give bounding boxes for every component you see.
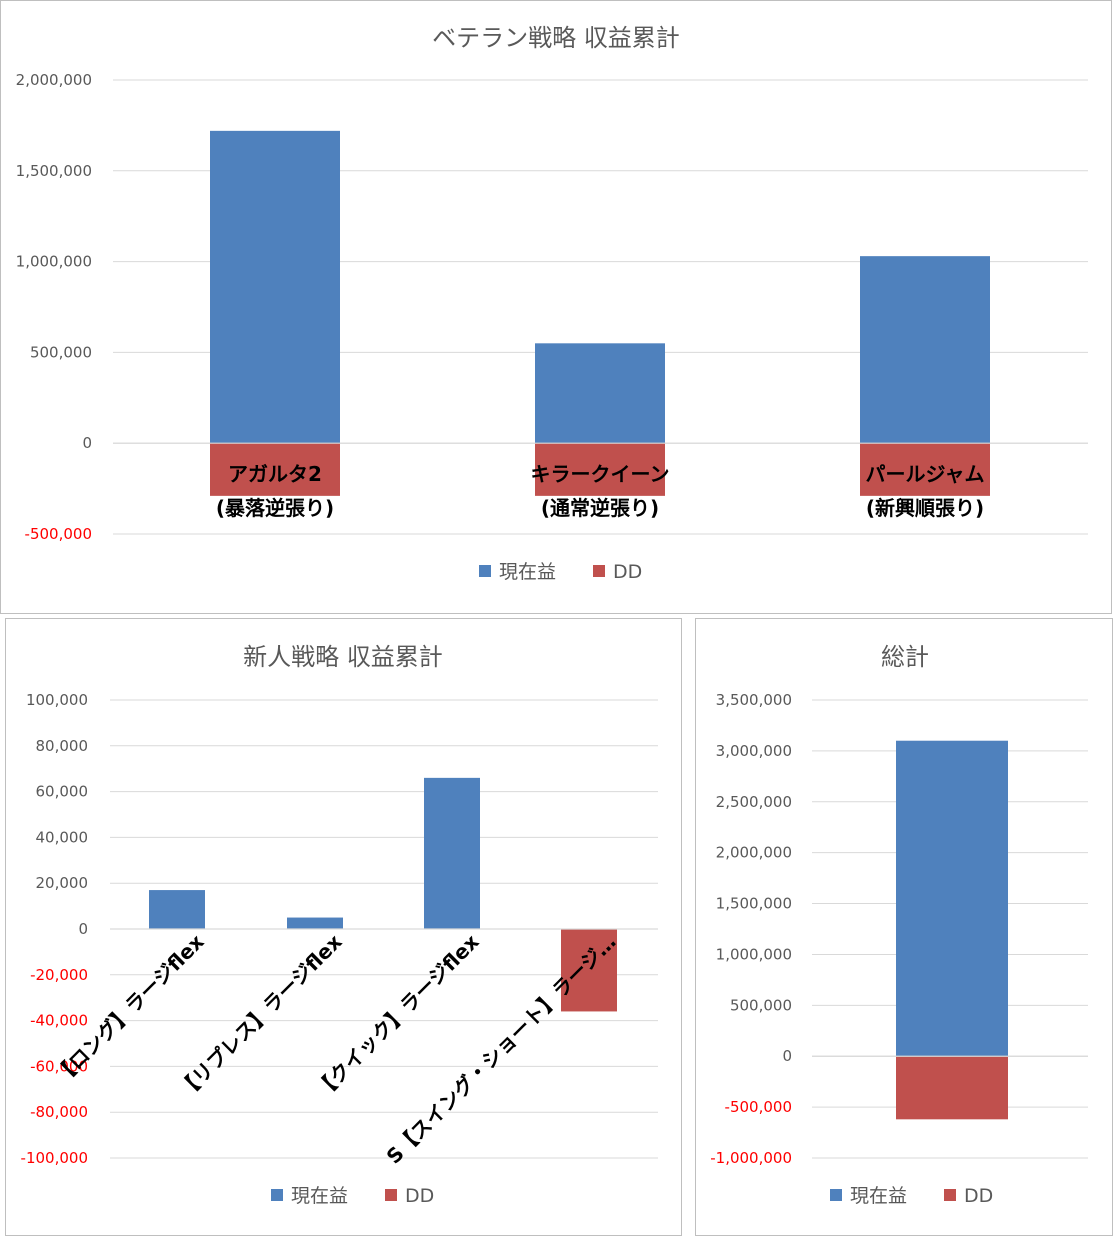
rookie-strategy-chart: 新人戦略 収益累計 100,000 80,000 60,000 40,000 20,000… (21, 643, 658, 1207)
y-tick-label: 0 (82, 434, 92, 452)
legend-swatch-dd (593, 565, 605, 577)
y-tick-label: 3,000,000 (716, 742, 792, 760)
y-tick-label: 20,000 (36, 874, 89, 892)
y-tick-label: 0 (78, 920, 88, 938)
category-label: キラークイーン (531, 462, 670, 486)
dd-bar (561, 929, 617, 1012)
y-tick-label: 1,000,000 (716, 945, 792, 963)
total-chart-panel: 総計 3,500,000 3,000,000 2,500,000 2,000,000 1,… (695, 618, 1113, 1236)
profit-bar (896, 740, 1008, 1057)
y-tick-label: 100,000 (26, 691, 88, 709)
profit-bar (149, 890, 205, 929)
y-tick-label: -500,000 (25, 525, 92, 543)
y-tick-label: 500,000 (30, 343, 92, 361)
y-tick-label: 2,500,000 (716, 793, 792, 811)
y-tick-label: 2,000,000 (16, 71, 92, 89)
dd-bar (535, 443, 665, 496)
legend-swatch-profit (271, 1189, 283, 1201)
legend-label-dd: DD (613, 561, 642, 583)
dd-bar (896, 1056, 1008, 1120)
profit-bar (535, 343, 665, 444)
category-label: (暴落逆張り) (216, 496, 334, 520)
y-tick-label: -1,000,000 (710, 1149, 792, 1167)
chart-title: 総計 (881, 643, 929, 671)
dd-bar (210, 443, 340, 496)
y-tick-label: 0 (782, 1047, 792, 1065)
chart-title: ベテラン戦略 収益累計 (432, 24, 680, 52)
legend-label-dd: DD (405, 1185, 434, 1207)
legend-label-dd: DD (964, 1185, 993, 1207)
legend-swatch-profit (830, 1189, 842, 1201)
total-chart: 総計 3,500,000 3,000,000 2,500,000 2,000,000 1,… (710, 643, 1088, 1207)
category-label: 【ロング】ラージflex (50, 929, 209, 1088)
y-tick-label: 3,500,000 (716, 691, 792, 709)
legend-label-profit: 現在益 (499, 561, 556, 583)
y-tick-label: 1,500,000 (16, 162, 92, 180)
rookie-strategy-chart-panel: 新人戦略 収益累計 100,000 80,000 60,000 40,000 20,000… (5, 618, 682, 1236)
y-tick-label: -60,000 (30, 1057, 88, 1075)
profit-bar (287, 917, 343, 929)
y-tick-label: 2,000,000 (716, 844, 792, 862)
category-label: パールジャム (866, 462, 985, 486)
legend-swatch-profit (479, 565, 491, 577)
category-label: (新興順張り) (866, 496, 984, 520)
legend-swatch-dd (944, 1189, 956, 1201)
legend-label-profit: 現在益 (291, 1185, 348, 1207)
y-tick-label: 60,000 (36, 783, 89, 801)
y-tick-label: 80,000 (36, 737, 89, 755)
profit-bar (424, 777, 480, 929)
veteran-strategy-chart-panel: ベテラン戦略 収益累計 2,000,000 1,500,000 1,000,000 50… (0, 0, 1112, 614)
chart-title: 新人戦略 収益累計 (243, 643, 443, 671)
y-tick-label: -40,000 (30, 1012, 88, 1030)
profit-bar (210, 130, 340, 444)
category-label: S【スイング・ショート】ラージ… (382, 930, 621, 1169)
y-tick-label: 500,000 (730, 996, 792, 1014)
y-tick-label: -80,000 (30, 1103, 88, 1121)
category-label: (通常逆張り) (541, 496, 659, 520)
dd-bar (860, 443, 990, 496)
y-tick-label: -100,000 (21, 1149, 88, 1167)
y-tick-label: 1,500,000 (716, 895, 792, 913)
y-tick-label: 1,000,000 (16, 253, 92, 271)
legend-swatch-dd (385, 1189, 397, 1201)
y-tick-label: 40,000 (36, 828, 89, 846)
y-tick-label: -20,000 (30, 966, 88, 984)
y-tick-label: -500,000 (725, 1098, 792, 1116)
profit-bar (860, 256, 990, 444)
veteran-strategy-chart: ベテラン戦略 収益累計 2,000,000 1,500,000 1,000,000 50… (16, 24, 1088, 583)
category-label: アガルタ2 (228, 462, 322, 486)
legend-label-profit: 現在益 (850, 1185, 907, 1207)
